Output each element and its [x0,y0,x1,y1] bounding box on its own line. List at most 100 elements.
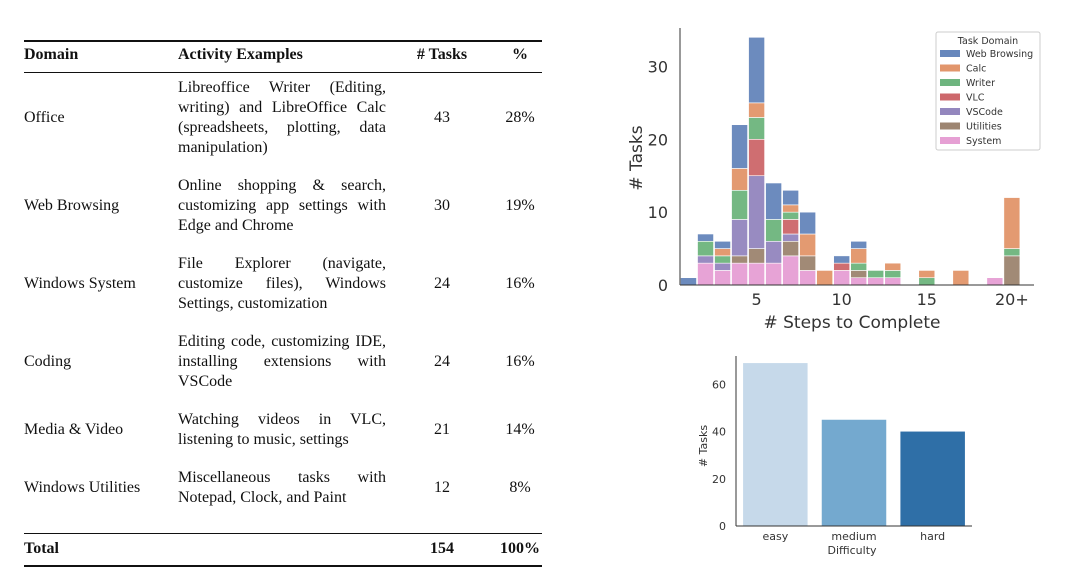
table-row: Coding Editing code, customizing IDE, in… [24,332,542,394]
row-pct: 16% [505,275,535,292]
histogram-bar [850,248,868,264]
row-tasks: 24 [434,353,450,370]
histogram-y-tick-label: 0 [658,276,668,295]
row-tasks: 43 [434,109,450,126]
row-pct: 16% [505,353,535,370]
legend-swatch [940,122,960,130]
difficulty-x-tick-label: medium [831,530,876,543]
histogram-bar [799,211,816,235]
histogram-bar [680,277,697,286]
row-activity: Miscellaneous tasks with Notepad, Clock,… [178,469,386,506]
difficulty-bar-chart: easy medium hard 0 20 40 60 Difficulty # Tasks [697,356,972,557]
row-activity: Watching videos in VLC, listening to mus… [178,411,386,448]
histogram-bar [884,270,902,279]
legend-swatch [940,50,960,57]
histogram-bar [1003,248,1021,257]
histogram-bar [731,124,748,169]
row-pct: 28% [505,109,535,126]
histogram-bar [884,262,902,271]
header-pct: % [512,46,528,63]
table-row: Media & Video Watching videos in VLC, li… [24,410,542,452]
row-tasks: 12 [434,479,450,496]
difficulty-y-tick-label: 0 [719,520,726,533]
table-row: Office Libreoffice Writer (Editing, writ… [24,78,542,160]
histogram-bar [1003,255,1021,286]
legend-title: Task Domain [957,36,1018,47]
histogram-bar [748,138,765,177]
histogram-bar [952,270,970,286]
histogram-bar [850,270,868,279]
header-domain: Domain [24,46,79,63]
table-row: Windows System File Explorer (navigate, … [24,254,542,316]
histogram-bar [918,270,936,279]
histogram-bar [782,233,799,242]
difficulty-axes: easy medium hard 0 20 40 60 [712,356,972,543]
histogram-bar [731,168,748,191]
histogram-bar [884,277,902,286]
total-rule [24,533,542,534]
histogram-y-label: # Tasks [627,125,647,190]
histogram-bar [850,240,868,249]
histogram-legend: Task Domain Web Browsing Calc Writer VLC VSCo… [935,31,1041,151]
table-top-rule [24,40,542,42]
legend-label: VSCode [966,107,1003,118]
difficulty-bar [900,431,965,526]
row-pct: 8% [509,479,531,496]
legend-box [935,31,1041,151]
difficulty-x-label: Difficulty [827,544,877,557]
table-row: Windows Utilities Miscellaneous tasks wi… [24,468,542,510]
legend-label: Web Browsing [966,49,1033,60]
histogram-bar [782,204,799,213]
row-domain: Web Browsing [24,197,120,214]
histogram-bar [816,270,833,286]
histogram-bar [833,270,850,286]
total-tasks: 154 [430,540,454,557]
histogram-bar [714,262,731,271]
row-domain: Office [24,109,65,126]
histogram-bar [1003,197,1021,249]
histogram-bar [731,219,748,257]
histogram-bar [799,270,816,286]
table-row: Web Browsing Online shopping & search, c… [24,176,542,238]
legend-swatch [940,79,960,86]
total-label: Total [24,540,59,557]
histogram-bar [782,189,799,206]
histogram-bars [680,36,1021,286]
header-activity: Activity Examples [178,46,303,63]
row-domain: Media & Video [24,421,124,438]
header-tasks: # Tasks [416,46,468,63]
histogram-bar [782,255,799,286]
histogram-bar [918,277,936,286]
histogram-x-label: # Steps to Complete [763,313,940,333]
histogram-bar [765,182,782,220]
total-row: Total 154 100% [24,540,542,562]
histogram-bar [748,175,765,249]
difficulty-x-tick-label: easy [762,530,788,543]
histogram-bar [714,248,731,257]
histogram-y-tick-label: 10 [648,203,668,222]
difficulty-y-tick-label: 40 [712,426,726,439]
total-pct: 100% [500,540,540,557]
row-tasks: 24 [434,275,450,292]
histogram-bar [765,262,782,286]
legend-swatch [940,137,960,144]
difficulty-bar [743,363,808,526]
row-pct: 14% [505,421,535,438]
histogram-y-tick-label: 20 [648,130,668,149]
histogram-bar [748,262,765,286]
histogram-x-tick-label: 5 [751,290,761,309]
header-rule [24,72,542,73]
histogram-bar [799,233,816,257]
row-activity: File Explorer (navigate, customize files… [178,255,386,312]
legend-label: VLC [966,93,985,104]
histogram-bar [782,211,799,220]
histogram-bar [867,270,885,279]
difficulty-y-tick-label: 60 [712,378,726,391]
row-tasks: 30 [434,197,450,214]
histogram-bar [731,255,748,264]
histogram-bar [714,270,731,286]
histogram-bar [714,240,731,249]
row-domain: Windows System [24,275,136,292]
row-tasks: 21 [434,421,450,438]
legend-label: Calc [966,64,986,75]
